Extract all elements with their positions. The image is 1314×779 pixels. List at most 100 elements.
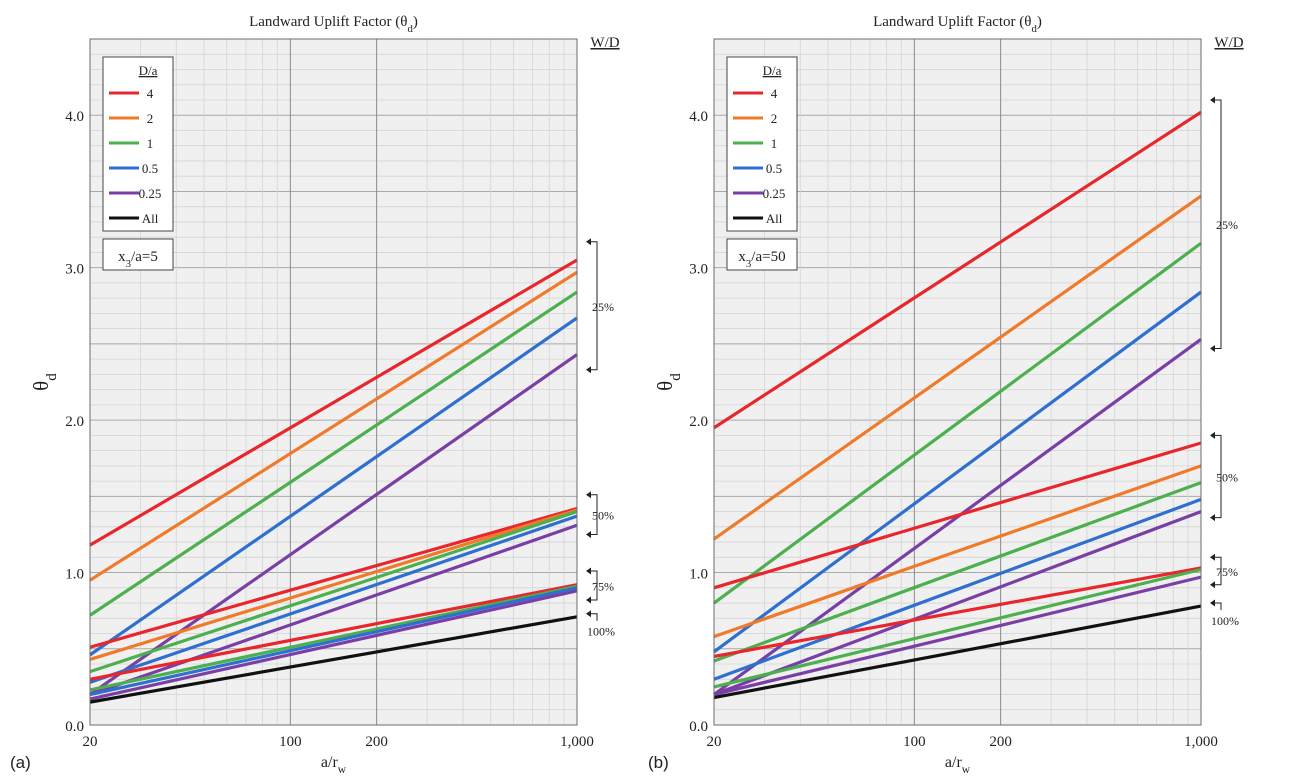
group-label: 75% (592, 580, 614, 594)
y-tick-label: 1.0 (65, 567, 84, 583)
legend: D/a 4 2 1 0.5 0.25 All (102, 56, 174, 232)
group-bracket (587, 241, 598, 371)
chart-panel-b: Landward Uplift Factor (θd)0.01.02.03.04… (648, 14, 1244, 776)
y-tick-labels: 0.0 1.0 2.0 3.0 4.0 (689, 109, 708, 735)
legend: D/a 4 2 1 0.5 0.25 All (726, 56, 798, 232)
wd-header: W/D (590, 35, 619, 51)
series-line-50pct-da-0.5 (713, 497, 1202, 681)
series-line-25pct-da-0.5 (89, 316, 578, 657)
series-line-50pct-da-4 (713, 441, 1202, 590)
series-line-75pct-da-0.25 (89, 589, 578, 701)
group-bracket (587, 494, 598, 535)
parameter-annotation: x3/a=5 (102, 238, 174, 271)
bracket-arrow-head (1210, 553, 1215, 561)
annotation-text: x3/a=50 (738, 249, 785, 270)
legend-entry-label: 4 (771, 86, 778, 101)
group-label: 50% (592, 509, 614, 523)
bracket-arrow-head (1210, 344, 1215, 352)
plot-frame (89, 38, 578, 726)
text-run: Landward Uplift Factor (θ (873, 14, 1031, 30)
series-line-75pct-da-1 (89, 584, 578, 692)
group-label: 50% (1216, 471, 1238, 485)
bracket-arrow-head (586, 567, 591, 575)
chart-title: Landward Uplift Factor (θd) (873, 14, 1042, 35)
group-label: 100% (587, 625, 615, 639)
y-tick-label: 4.0 (65, 109, 84, 125)
text-run: /a=50 (751, 249, 785, 265)
series-line-25pct-da-0.25 (89, 353, 578, 696)
series-lines (89, 258, 578, 704)
y-tick-label: 0.0 (65, 719, 84, 735)
subscript: d (44, 373, 60, 381)
x-tick-labels: 20 100 200 1,000 (83, 734, 594, 750)
subscript: 3 (126, 258, 131, 270)
bracket-arrow-head (1210, 514, 1215, 522)
panel-label: (a) (10, 753, 31, 772)
y-tick-label: 2.0 (689, 414, 708, 430)
y-axis-label: θd (653, 373, 684, 391)
series-line-50pct-da-2 (713, 464, 1202, 639)
series-line-25pct-da-4 (89, 258, 578, 547)
subscript: 3 (746, 258, 751, 270)
series-line-50pct-da-1 (713, 481, 1202, 663)
annotation-text: x3/a=5 (118, 249, 158, 270)
series-line-75pct-da-1 (713, 567, 1202, 689)
bracket-arrow-head (586, 238, 591, 246)
legend-entry-label: All (142, 211, 159, 226)
series-lines (713, 110, 1202, 700)
group-label: 25% (592, 300, 614, 314)
wd-group-brackets: 25% 50% 75% 100% (586, 238, 615, 639)
series-line-75pct-da-0.25 (713, 575, 1202, 697)
panel-label: (b) (648, 753, 669, 772)
series-line-100pct-da-All (713, 604, 1202, 700)
bracket-arrow-head (586, 491, 591, 499)
grid (90, 39, 577, 725)
text-run: θ (29, 381, 53, 391)
bracket-arrow-head (1210, 599, 1215, 607)
series-line-75pct-da-4 (713, 566, 1202, 658)
legend-entry-label: 0.25 (763, 186, 786, 201)
legend-entry-label: 0.25 (139, 186, 162, 201)
bracket-arrow-head (586, 610, 591, 618)
y-tick-label: 3.0 (689, 262, 708, 278)
text-run: θ (653, 381, 677, 391)
group-bracket (1211, 99, 1222, 349)
x-tick-label: 200 (989, 734, 1012, 750)
wd-group-brackets: 25% 50% 75% 100% (1210, 96, 1239, 628)
subscript: d (1031, 23, 1037, 35)
text-run: x (738, 249, 746, 265)
x-tick-label: 100 (903, 734, 926, 750)
series-line-50pct-da-1 (89, 510, 578, 674)
text-run: Landward Uplift Factor (θ (249, 14, 407, 30)
legend-entry-label: 4 (147, 86, 154, 101)
subscript: d (407, 23, 413, 35)
group-label: 25% (1216, 218, 1238, 232)
x-tick-labels: 20 100 200 1,000 (707, 734, 1218, 750)
text-run: a/r (945, 754, 963, 771)
bracket-arrow-head (586, 596, 591, 604)
legend-entry-label: 2 (147, 111, 154, 126)
x-tick-label: 100 (279, 734, 302, 750)
bracket-arrow-head (586, 366, 591, 374)
y-tick-label: 3.0 (65, 262, 84, 278)
y-tick-labels: 0.0 1.0 2.0 3.0 4.0 (65, 109, 84, 735)
subscript: w (338, 764, 347, 776)
chart-panel-a: Landward Uplift Factor (θd)0.01.02.03.04… (10, 14, 620, 776)
bracket-arrow-head (1210, 431, 1215, 439)
x-tick-label: 1,000 (560, 734, 594, 750)
legend-entry-label: 0.5 (766, 161, 782, 176)
text-run: /a=5 (131, 249, 158, 265)
legend-title: D/a (139, 63, 158, 78)
text-run: ) (1037, 14, 1042, 30)
subscript: w (962, 764, 971, 776)
y-axis-label: θd (29, 373, 60, 391)
y-tick-label: 0.0 (689, 719, 708, 735)
y-tick-label: 1.0 (689, 567, 708, 583)
series-line-25pct-da-1 (713, 241, 1202, 605)
y-tick-label: 2.0 (65, 414, 84, 430)
legend-entry-label: 0.5 (142, 161, 158, 176)
subscript: d (668, 373, 684, 381)
series-line-75pct-da-4 (89, 583, 578, 681)
x-axis-label: a/rw (945, 754, 971, 776)
y-tick-label: 4.0 (689, 109, 708, 125)
